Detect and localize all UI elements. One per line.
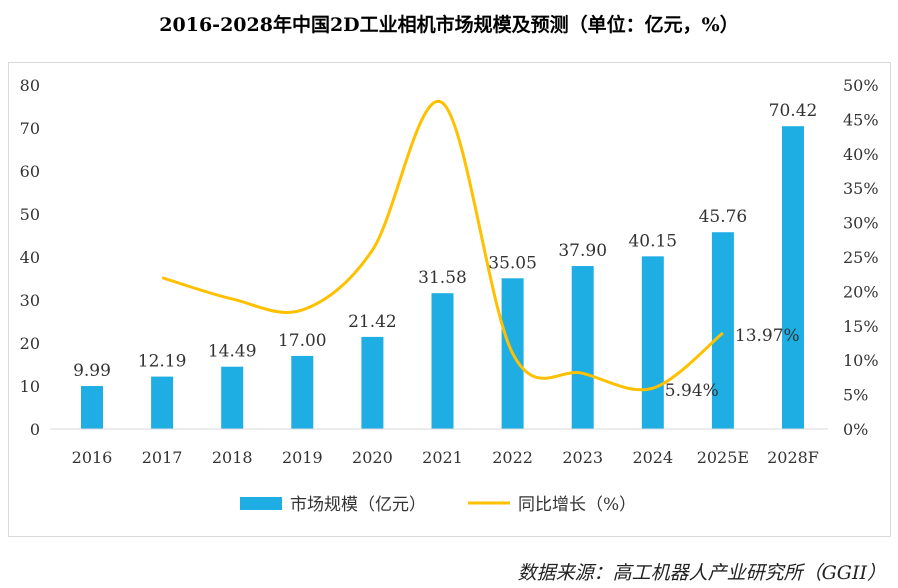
y-tick-right: 30% — [843, 214, 879, 233]
y-tick-right: 25% — [843, 248, 879, 267]
bar — [151, 376, 174, 429]
bar — [711, 232, 734, 429]
y-tick-right: 40% — [843, 145, 879, 164]
bar-label: 21.42 — [348, 312, 397, 332]
y-tick-left: 0 — [30, 420, 40, 439]
bar-label: 40.15 — [628, 231, 677, 251]
bar — [782, 126, 804, 429]
legend-bar-label: 市场规模（亿元） — [290, 495, 426, 515]
bar-label: 31.58 — [418, 268, 467, 288]
bar-label: 14.49 — [208, 342, 257, 362]
y-tick-right: 15% — [843, 317, 879, 336]
chart-frame — [8, 62, 891, 537]
bar-label: 70.42 — [769, 101, 818, 121]
legend-bar-swatch — [240, 497, 282, 510]
y-tick-right: 35% — [843, 179, 879, 198]
bar-label: 12.19 — [138, 352, 187, 372]
y-tick-left: 80 — [20, 76, 40, 95]
y-tick-right: 10% — [843, 351, 879, 370]
y-tick-left: 20 — [20, 334, 40, 353]
bar — [81, 386, 103, 429]
x-tick: 2023 — [562, 448, 603, 467]
data-source: 数据来源：高工机器人产业研究所（GGII） — [517, 562, 886, 584]
bar — [571, 266, 594, 429]
bar-label: 35.05 — [488, 253, 537, 273]
chart-title: 2016-2028年中国2D工业相机市场规模及预测（单位：亿元，%） — [159, 14, 739, 36]
y-tick-left: 50 — [20, 205, 40, 224]
x-tick: 2022 — [492, 448, 533, 467]
y-tick-left: 60 — [20, 162, 40, 181]
y-tick-right: 45% — [843, 110, 879, 129]
y-tick-left: 10 — [20, 377, 40, 396]
bar-label: 17.00 — [278, 331, 327, 351]
y-tick-left: 40 — [20, 248, 40, 267]
bar-label: 45.76 — [699, 207, 748, 227]
bar — [221, 366, 244, 429]
bar — [641, 256, 664, 429]
y-tick-right: 5% — [843, 386, 868, 405]
x-tick: 2017 — [142, 448, 183, 467]
x-tick: 2025E — [697, 448, 749, 467]
bar-label: 9.99 — [73, 361, 111, 381]
bar — [361, 336, 384, 429]
x-tick: 2024 — [632, 448, 673, 467]
x-tick: 2018 — [212, 448, 253, 467]
x-tick: 2019 — [282, 448, 323, 467]
legend-line-label: 同比增长（%） — [518, 495, 636, 515]
y-tick-right: 20% — [843, 282, 879, 301]
x-tick: 2021 — [422, 448, 463, 467]
growth-line — [161, 99, 724, 392]
line-label: 13.97% — [735, 326, 800, 346]
x-tick: 2016 — [72, 448, 113, 467]
line-label: 5.94% — [665, 381, 719, 401]
bar — [431, 293, 454, 429]
y-tick-left: 30 — [20, 291, 40, 310]
bar — [291, 355, 314, 429]
y-tick-left: 70 — [20, 119, 40, 138]
y-tick-right: 50% — [843, 76, 879, 95]
bar-label: 37.90 — [558, 241, 607, 261]
x-tick: 2020 — [352, 448, 393, 467]
x-tick: 2028F — [767, 448, 819, 467]
y-tick-right: 0% — [843, 420, 868, 439]
